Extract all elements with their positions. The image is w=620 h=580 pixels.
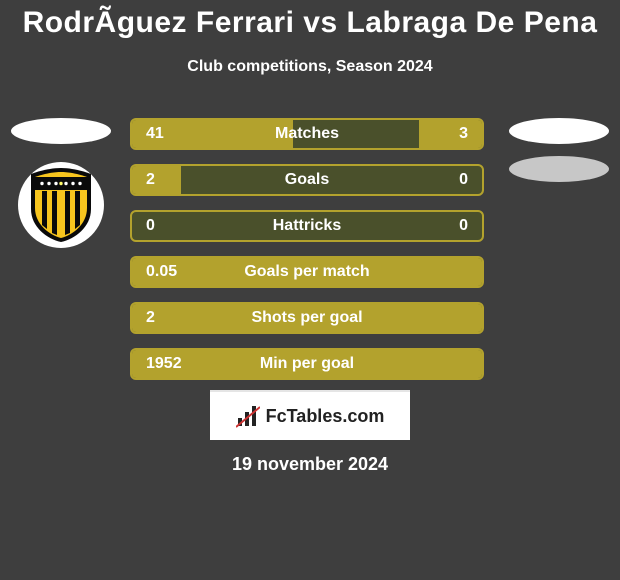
stat-value-right: 3 xyxy=(459,125,468,143)
stat-value-left: 2 xyxy=(146,171,155,189)
stat-label: Goals per match xyxy=(132,263,482,281)
stat-label: Goals xyxy=(132,171,482,189)
stat-bar: Min per goal1952 xyxy=(130,348,484,380)
team-badge-placeholder xyxy=(509,118,609,144)
stat-value-right: 0 xyxy=(459,217,468,235)
comparison-card: RodrÃ­guez Ferrari vs Labraga De Pena Cl… xyxy=(0,0,620,580)
stat-value-left: 41 xyxy=(146,125,164,143)
stat-value-left: 2 xyxy=(146,309,155,327)
stat-bar: Hattricks0 0 xyxy=(130,210,484,242)
stat-bar: Goals per match0.05 xyxy=(130,256,484,288)
stat-label: Matches xyxy=(132,125,482,143)
stat-value-left: 0.05 xyxy=(146,263,177,281)
page-subtitle: Club competitions, Season 2024 xyxy=(0,58,620,76)
bars-chart-icon xyxy=(236,404,260,428)
badges-right xyxy=(504,118,614,182)
stat-label: Min per goal xyxy=(132,355,482,373)
badges-left xyxy=(6,118,116,248)
page-title: RodrÃ­guez Ferrari vs Labraga De Pena xyxy=(0,0,620,40)
stat-value-left: 1952 xyxy=(146,355,182,373)
fctables-label: FcTables.com xyxy=(266,406,385,427)
fctables-tag: FcTables.com xyxy=(210,390,410,440)
stat-label: Hattricks xyxy=(132,217,482,235)
date-label: 19 november 2024 xyxy=(0,454,620,475)
team-badge-placeholder xyxy=(509,156,609,182)
stat-label: Shots per goal xyxy=(132,309,482,327)
stat-bar: Goals2 0 xyxy=(130,164,484,196)
penarol-badge xyxy=(18,162,104,248)
team-badge-placeholder xyxy=(11,118,111,144)
stat-value-left: 0 xyxy=(146,217,155,235)
stat-value-right: 0 xyxy=(459,171,468,189)
stat-bar: Shots per goal2 xyxy=(130,302,484,334)
stat-bar: Matches41 3 xyxy=(130,118,484,150)
stat-bars: Matches413Goals20Hattricks00Goals per ma… xyxy=(130,118,484,380)
penarol-shield-icon xyxy=(28,167,94,243)
